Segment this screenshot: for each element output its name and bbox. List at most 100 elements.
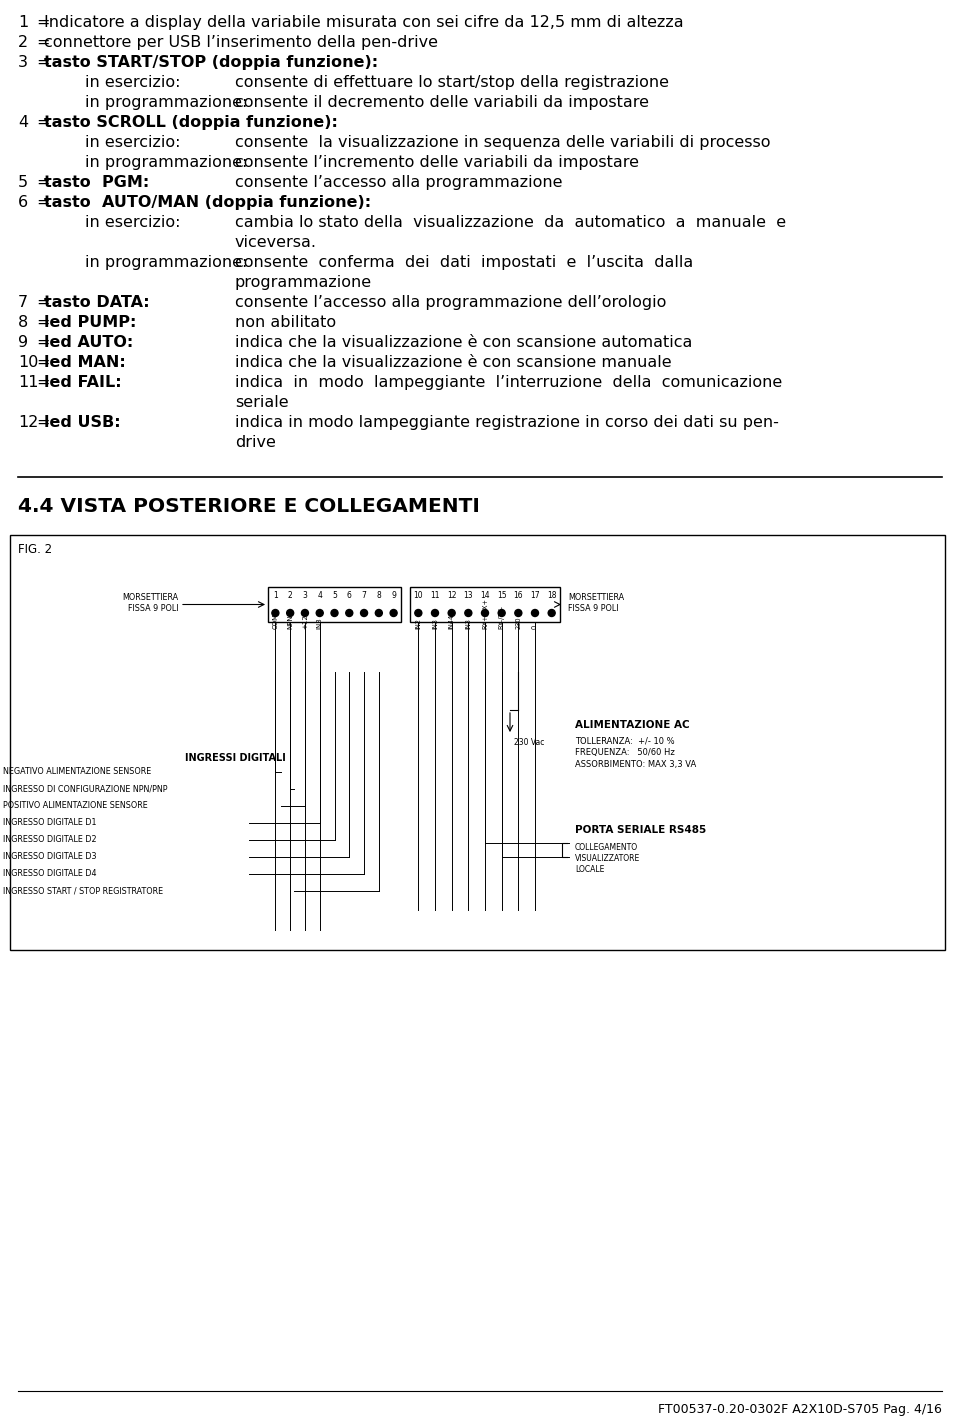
Circle shape [272,610,279,616]
Text: consente  la visualizzazione in sequenza delle variabili di processo: consente la visualizzazione in sequenza … [235,135,771,150]
Circle shape [465,610,471,616]
Text: consente l’accesso alla programmazione: consente l’accesso alla programmazione [235,175,563,190]
Text: in esercizio:: in esercizio: [85,75,180,89]
Text: 8: 8 [18,315,28,331]
Circle shape [375,610,382,616]
Text: INGRESSO DIGITALE D4: INGRESSO DIGITALE D4 [3,868,97,878]
Text: 2: 2 [288,590,293,600]
Text: 11: 11 [18,375,38,390]
Text: =: = [36,175,50,190]
Text: 2: 2 [18,35,28,50]
Circle shape [331,610,338,616]
Text: 3: 3 [302,590,307,600]
Text: MORSETTIERA: MORSETTIERA [568,593,624,602]
Text: 16: 16 [514,590,523,600]
Circle shape [415,610,421,616]
Text: =: = [36,16,50,30]
Circle shape [316,610,324,616]
Text: indica che la visualizzazione è con scansione automatica: indica che la visualizzazione è con scan… [235,335,692,350]
Text: =: = [36,35,50,50]
Text: =: = [36,295,50,309]
Text: 230 Vac: 230 Vac [514,738,544,746]
Text: in esercizio:: in esercizio: [85,135,180,150]
Text: 0: 0 [532,624,538,629]
Text: 6: 6 [347,590,351,600]
Text: in programmazione:: in programmazione: [85,155,248,170]
Text: RX-/TX-: RX-/TX- [498,604,505,629]
Text: =: = [36,335,50,350]
Text: 13: 13 [464,590,473,600]
Text: consente l’incremento delle variabili da impostare: consente l’incremento delle variabili da… [235,155,639,170]
Text: consente il decremento delle variabili da impostare: consente il decremento delle variabili d… [235,95,649,111]
Text: tasto  PGM:: tasto PGM: [44,175,149,190]
Text: 9: 9 [391,590,396,600]
Text: FREQUENZA:   50/60 Hz: FREQUENZA: 50/60 Hz [575,748,675,756]
Bar [268,587,401,622]
Text: INGRESSI DIGITALI: INGRESSI DIGITALI [185,753,286,763]
Text: ALIMENTAZIONE AC: ALIMENTAZIONE AC [575,719,689,729]
Text: viceversa.: viceversa. [235,236,317,250]
Text: 5: 5 [18,175,28,190]
Text: INGRESSO DIGITALE D1: INGRESSO DIGITALE D1 [3,817,97,827]
Text: led USB:: led USB: [44,414,121,430]
Text: drive: drive [235,436,276,450]
Text: consente l’accesso alla programmazione dell’orologio: consente l’accesso alla programmazione d… [235,295,666,309]
Text: connettore per USB l’inserimento della pen-drive: connettore per USB l’inserimento della p… [44,35,438,50]
Text: =: = [36,194,50,210]
Text: in programmazione:: in programmazione: [85,95,248,111]
Text: PORTA SERIALE RS485: PORTA SERIALE RS485 [575,824,707,834]
Text: 14: 14 [480,590,490,600]
Text: led FAIL:: led FAIL: [44,375,122,390]
Text: IN44: IN44 [448,614,455,629]
Text: LOCALE: LOCALE [575,866,605,874]
Text: tasto SCROLL (doppia funzione):: tasto SCROLL (doppia funzione): [44,115,338,131]
Text: in esercizio:: in esercizio: [85,216,180,230]
Text: 12: 12 [18,414,38,430]
Circle shape [390,610,397,616]
Text: 9: 9 [18,335,28,350]
Text: INGRESSO DI CONFIGURAZIONE NPN/PNP: INGRESSO DI CONFIGURAZIONE NPN/PNP [3,785,167,793]
Text: FISSA 9 POLI: FISSA 9 POLI [128,604,178,613]
Text: 1: 1 [273,590,277,600]
Text: 10: 10 [18,355,38,370]
Text: =: = [36,375,50,390]
Text: FIG. 2: FIG. 2 [18,543,52,556]
Text: non abilitato: non abilitato [235,315,336,331]
Text: indica che la visualizzazione è con scansione manuale: indica che la visualizzazione è con scan… [235,355,672,370]
Circle shape [548,610,555,616]
Text: =: = [36,55,50,70]
Text: led AUTO:: led AUTO: [44,335,133,350]
Text: 11: 11 [430,590,440,600]
Circle shape [498,610,505,616]
Circle shape [346,610,352,616]
Text: IN3: IN3 [466,619,471,629]
Text: FISSA 9 POLI: FISSA 9 POLI [568,604,618,613]
Text: 1: 1 [18,16,28,30]
Text: 12: 12 [447,590,456,600]
Text: IN2: IN2 [416,619,421,629]
Text: 7: 7 [18,295,28,309]
Text: IN3: IN3 [317,617,323,629]
Text: MORSETTIERA: MORSETTIERA [122,593,178,602]
Text: 4: 4 [18,115,28,131]
Text: 15: 15 [497,590,507,600]
Circle shape [361,610,368,616]
Bar [410,587,560,622]
Text: ASSORBIMENTO: MAX 3,3 VA: ASSORBIMENTO: MAX 3,3 VA [575,761,696,769]
Text: seriale: seriale [235,394,289,410]
Text: =: = [36,414,50,430]
Text: FT00537-0.20-0302F A2X10D-S705 Pag. 4/16: FT00537-0.20-0302F A2X10D-S705 Pag. 4/16 [659,1403,942,1416]
Text: led PUMP:: led PUMP: [44,315,136,331]
Text: 230: 230 [516,616,521,629]
Circle shape [301,610,308,616]
Text: 8: 8 [376,590,381,600]
Text: tasto START/STOP (doppia funzione):: tasto START/STOP (doppia funzione): [44,55,378,70]
Text: 17: 17 [530,590,540,600]
Text: 10: 10 [414,590,423,600]
Text: POSITIVO ALIMENTAZIONE SENSORE: POSITIVO ALIMENTAZIONE SENSORE [3,800,148,810]
Text: TOLLERANZA:  +/- 10 %: TOLLERANZA: +/- 10 % [575,736,675,745]
Text: 3: 3 [18,55,28,70]
Text: consente  conferma  dei  dati  impostati  e  l’uscita  dalla: consente conferma dei dati impostati e l… [235,255,693,270]
Text: indica  in  modo  lampeggiante  l’interruzione  della  comunicazione: indica in modo lampeggiante l’interruzio… [235,375,782,390]
Circle shape [482,610,489,616]
